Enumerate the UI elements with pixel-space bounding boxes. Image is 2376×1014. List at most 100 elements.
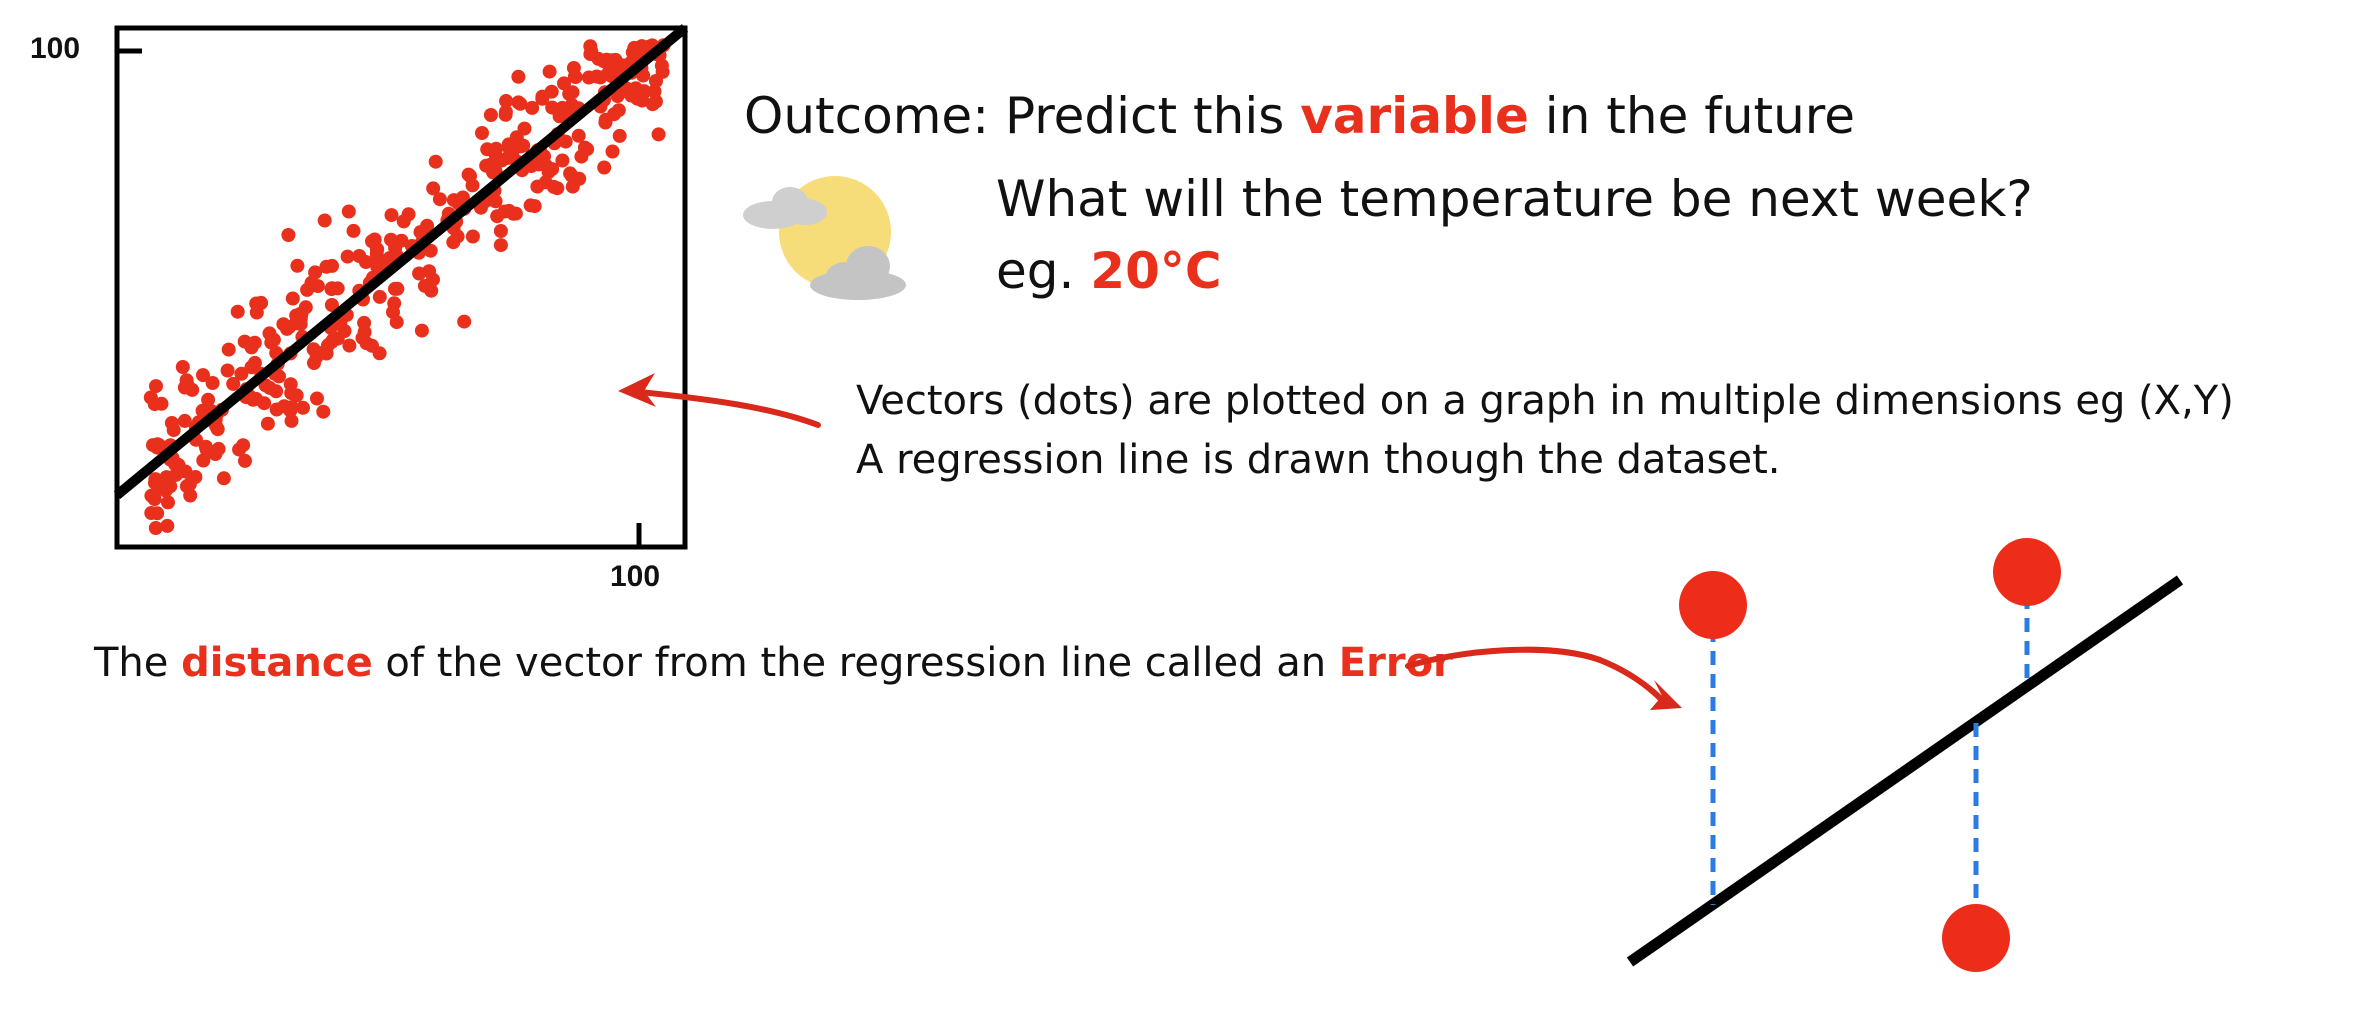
scatter-point [272, 369, 286, 384]
scatter-plot [113, 24, 689, 550]
scatter-point [147, 397, 162, 412]
scatter-point [292, 311, 306, 326]
example-value: 20°C [1090, 242, 1222, 300]
scatter-point [426, 272, 440, 287]
scatter-point [552, 109, 567, 124]
scatter-point [216, 471, 231, 486]
scatter-point [234, 366, 249, 381]
scatter-point [457, 314, 472, 329]
scatter-point [517, 121, 532, 136]
scatter-point [284, 400, 299, 415]
scatter-point [455, 190, 470, 205]
scatter-point [226, 376, 241, 391]
scatter-point [188, 470, 203, 484]
outcome-highlight: variable [1300, 87, 1529, 145]
scatter-point [555, 153, 570, 168]
scatter-point [645, 97, 660, 112]
scatter-point [636, 68, 651, 83]
scatter-point [183, 488, 198, 503]
scatter-point [326, 333, 340, 347]
example-prefix: eg. [996, 242, 1091, 300]
scatter-point [511, 69, 526, 84]
scatter-point [306, 342, 321, 357]
error-point-2 [1993, 538, 2061, 606]
scatter-point [269, 402, 284, 417]
scatter-point [583, 39, 598, 54]
scatter-point [257, 396, 272, 411]
scatter-point [177, 380, 192, 395]
error-regression-line [1626, 575, 2184, 967]
scatter-point [210, 422, 225, 437]
scatter-point [205, 376, 220, 390]
cloud-front [810, 246, 906, 300]
scatter-point [608, 59, 623, 74]
error-note: The distance of the vector from the regr… [94, 640, 1453, 686]
scatter-point [220, 363, 235, 378]
scatter-point [384, 208, 399, 223]
scatter-point [426, 181, 441, 196]
scatter-point [330, 281, 345, 296]
scatter-point [342, 338, 357, 353]
scatter-point [199, 443, 214, 458]
scatter-point [611, 103, 626, 118]
scatter-point [465, 229, 480, 244]
scatter-point [593, 70, 608, 85]
scatter-point [296, 400, 310, 415]
error-note-distance: distance [181, 640, 373, 686]
scatter-point [428, 154, 443, 169]
scatter-point [634, 39, 649, 54]
scatter-point [651, 127, 666, 142]
scatter-point [531, 156, 546, 171]
scatter-point [513, 96, 528, 111]
explanation-line-2: A regression line is drawn though the da… [856, 437, 1781, 483]
error-point-3 [1942, 904, 2010, 972]
scatter-point [285, 291, 300, 306]
scatter-point [637, 84, 651, 99]
scatter-point [390, 281, 405, 296]
scatter-point [160, 518, 175, 533]
scatter-point [480, 142, 495, 157]
scatter-point [527, 199, 542, 214]
scatter-point [506, 206, 521, 221]
arrow-to-error-icon [1405, 646, 1682, 710]
sun-behind-clouds-icon [743, 176, 906, 300]
error-note-p2: of the vector from the regression line c… [372, 640, 1339, 686]
scatter-point [168, 457, 183, 472]
outcome-prefix: Outcome: Predict this [744, 87, 1301, 145]
example-line: eg. 20°C [996, 242, 1222, 300]
scatter-point [316, 404, 331, 419]
scatter-point [612, 128, 627, 143]
scatter-point [513, 139, 528, 154]
scatter-point [577, 140, 592, 155]
scatter-point [355, 330, 370, 345]
scatter-point [564, 97, 579, 112]
y-tick-label: 100 [30, 32, 81, 65]
error-note-error: Error [1338, 640, 1453, 686]
scatter-point [346, 223, 361, 238]
cloud-back [743, 187, 827, 229]
scatter-point [201, 392, 216, 407]
scatter-point [498, 104, 513, 119]
scatter-point [324, 298, 339, 312]
scatter-point [148, 521, 163, 535]
scatter-point [605, 144, 620, 159]
scatter-point [465, 178, 480, 193]
scatter-point [530, 179, 545, 194]
scatter-point [372, 289, 387, 304]
scatter-point [597, 160, 612, 175]
scatter-point [372, 346, 387, 361]
scatter-point [571, 128, 586, 143]
scatter-point [161, 495, 175, 510]
scatter-point [221, 342, 236, 357]
scatter-point [260, 416, 275, 431]
scatter-point [424, 283, 439, 298]
scatter-point [147, 492, 162, 507]
scatter-point [196, 368, 210, 383]
temperature-question: What will the temperature be next week? [996, 170, 2033, 228]
scatter-point [232, 442, 247, 457]
scatter-point [598, 115, 613, 130]
scatter-point [149, 379, 163, 394]
scatter-point [281, 228, 296, 242]
scatter-point [177, 413, 192, 428]
error-diagram [1626, 538, 2184, 972]
